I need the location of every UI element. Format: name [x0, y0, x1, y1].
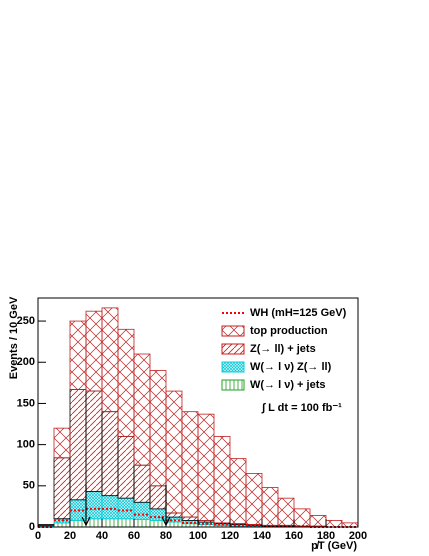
y-axis-label: Events / 10 GeV [8, 296, 20, 379]
x-tick-label: 20 [64, 530, 76, 542]
legend-swatch [221, 379, 245, 391]
bar [213, 435, 231, 524]
bar [165, 521, 183, 528]
bar [101, 307, 119, 413]
bar [277, 497, 295, 526]
bar [53, 457, 71, 520]
x-tick-label: 100 [189, 530, 207, 542]
bar [101, 518, 119, 528]
bar [261, 487, 279, 526]
bar [101, 495, 119, 520]
bar [85, 491, 103, 520]
legend-label: Z(→ ll) + jets [250, 343, 316, 355]
bar [101, 411, 119, 497]
bar [117, 435, 135, 499]
y-tick-label: 0 [29, 521, 35, 533]
legend-swatch [221, 361, 245, 373]
bar [309, 515, 327, 527]
bar [133, 519, 151, 528]
legend-label: W(→ l ν) Z(→ ll) [250, 361, 332, 373]
x-tick-label: 120 [221, 530, 239, 542]
y-tick-label: 250 [17, 315, 35, 327]
bar [181, 516, 199, 521]
bar [293, 508, 311, 527]
y-tick-label: 50 [23, 480, 35, 492]
legend-swatch [221, 325, 245, 337]
bar [69, 320, 87, 390]
bar [117, 328, 135, 437]
bar [165, 390, 183, 514]
legend-label: W(→ l ν) + jets [250, 379, 326, 391]
annotation: ∫ L dt = 100 fb⁻¹ [261, 402, 342, 414]
x-tick-label: 200 [349, 530, 367, 542]
bar [133, 501, 151, 520]
bar [197, 413, 215, 521]
bar [117, 497, 135, 520]
legend-label: top production [250, 325, 328, 337]
bar [53, 522, 71, 528]
bar [133, 464, 151, 503]
x-axis-label: p̸T (GeV) [311, 540, 357, 552]
x-tick-label: 60 [128, 530, 140, 542]
y-tick-label: 200 [17, 356, 35, 368]
bar [149, 370, 167, 487]
y-tick-label: 150 [17, 397, 35, 409]
bar [181, 411, 199, 518]
x-tick-label: 0 [35, 530, 41, 542]
bar [53, 427, 71, 459]
bar [69, 389, 87, 501]
bar [245, 473, 263, 525]
x-tick-label: 140 [253, 530, 271, 542]
bar [85, 390, 103, 492]
x-tick-label: 80 [160, 530, 172, 542]
x-tick-label: 180 [317, 530, 335, 542]
bar [133, 353, 151, 466]
bar [229, 458, 247, 525]
bar [85, 310, 103, 392]
bar [117, 518, 135, 528]
bar [37, 524, 55, 526]
bar [149, 508, 167, 521]
bar [165, 512, 183, 518]
legend-swatch [221, 343, 245, 355]
bar [149, 485, 167, 510]
cut-arrowhead [81, 516, 91, 527]
x-tick-label: 40 [96, 530, 108, 542]
legend-label: WH (mH=125 GeV) [250, 307, 347, 319]
cut-arrowhead [161, 516, 171, 527]
y-tick-label: 100 [17, 439, 35, 451]
x-tick-label: 160 [285, 530, 303, 542]
